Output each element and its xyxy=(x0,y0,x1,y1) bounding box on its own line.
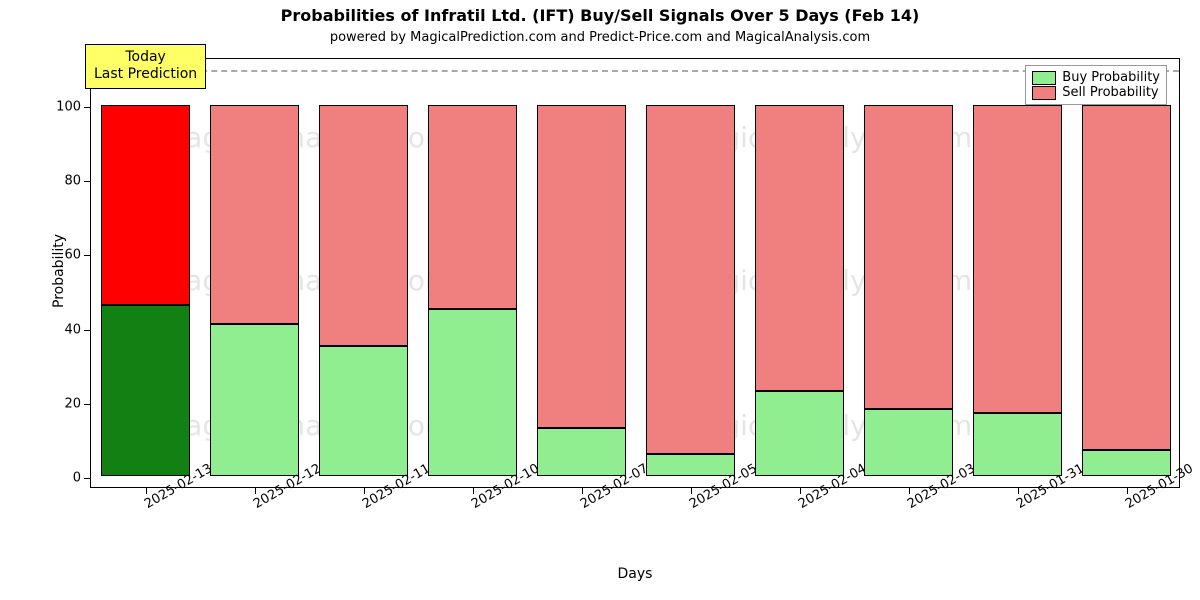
bar-sell xyxy=(646,105,735,453)
bar-sell xyxy=(973,105,1062,413)
x-tick xyxy=(691,487,692,494)
bar-buy xyxy=(864,409,953,476)
bar-buy xyxy=(101,305,190,476)
watermark-text: MagicalAnalysis.com xyxy=(161,264,452,297)
y-tick xyxy=(84,255,91,256)
legend-swatch xyxy=(1032,71,1056,85)
grid-line xyxy=(91,70,1179,72)
y-tick xyxy=(84,478,91,479)
bar-sell xyxy=(1082,105,1171,450)
bar-buy xyxy=(319,346,408,476)
chart-title: Probabilities of Infratil Ltd. (IFT) Buy… xyxy=(0,6,1200,25)
bar-buy xyxy=(210,324,299,476)
bar-buy xyxy=(1082,450,1171,476)
y-tick xyxy=(84,181,91,182)
x-tick xyxy=(582,487,583,494)
legend-label: Sell Probability xyxy=(1062,85,1158,100)
legend-label: Buy Probability xyxy=(1062,70,1160,85)
y-tick-label: 80 xyxy=(64,174,81,189)
x-tick xyxy=(909,487,910,494)
bar-buy xyxy=(646,454,735,476)
legend-swatch xyxy=(1032,86,1056,100)
bar-group xyxy=(319,105,408,476)
y-tick xyxy=(84,107,91,108)
bar-buy xyxy=(537,428,626,476)
y-tick xyxy=(84,404,91,405)
x-tick xyxy=(255,487,256,494)
y-axis-label: Probability xyxy=(51,234,67,308)
bar-sell xyxy=(101,105,190,305)
watermark-text: MagicalAnalysis.com xyxy=(161,409,452,442)
y-tick-label: 0 xyxy=(73,470,81,485)
y-tick-label: 40 xyxy=(64,322,81,337)
bar-sell xyxy=(864,105,953,409)
legend-item: Buy Probability xyxy=(1032,70,1160,85)
bar-sell xyxy=(428,105,517,309)
bar-group xyxy=(537,105,626,476)
y-tick xyxy=(84,330,91,331)
y-tick-label: 100 xyxy=(56,100,81,115)
plot-area: MagicalAnalysis.com MagicalAnalysis.com Ma… xyxy=(90,58,1180,488)
watermark-text: MagicalAnalysis.com xyxy=(161,121,452,154)
legend: Buy ProbabilitySell Probability xyxy=(1025,65,1167,105)
bar-group xyxy=(210,105,299,476)
bar-buy xyxy=(755,391,844,476)
x-axis-label: Days xyxy=(90,566,1180,582)
bar-sell xyxy=(755,105,844,390)
legend-item: Sell Probability xyxy=(1032,85,1160,100)
y-tick-label: 20 xyxy=(64,396,81,411)
bar-group xyxy=(1082,105,1171,476)
bar-sell xyxy=(319,105,408,346)
bar-group xyxy=(101,105,190,476)
x-tick xyxy=(1018,487,1019,494)
bar-buy xyxy=(428,309,517,476)
x-tick xyxy=(146,487,147,494)
x-tick xyxy=(473,487,474,494)
bar-group xyxy=(428,105,517,476)
bar-group xyxy=(973,105,1062,476)
x-tick xyxy=(800,487,801,494)
today-annotation-line: Today xyxy=(94,49,197,67)
chart-container: Probabilities of Infratil Ltd. (IFT) Buy… xyxy=(0,0,1200,600)
bar-group xyxy=(646,105,735,476)
x-tick xyxy=(1127,487,1128,494)
today-annotation-line: Last Prediction xyxy=(94,66,197,84)
bar-buy xyxy=(973,413,1062,476)
bar-group xyxy=(864,105,953,476)
bar-sell xyxy=(537,105,626,428)
bar-group xyxy=(755,105,844,476)
bar-sell xyxy=(210,105,299,324)
today-annotation: TodayLast Prediction xyxy=(85,44,206,89)
x-tick xyxy=(364,487,365,494)
